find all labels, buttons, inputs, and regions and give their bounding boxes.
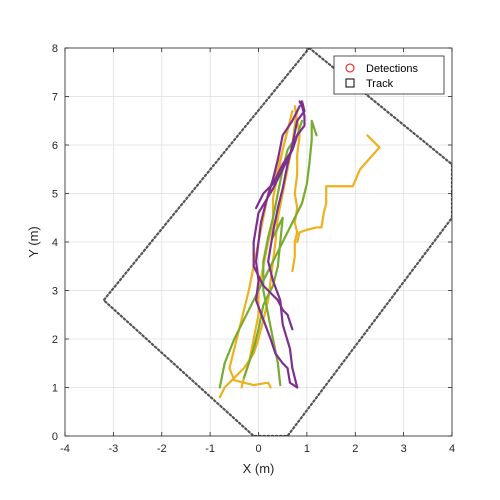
y-tick-label: 5 [52,189,58,201]
y-tick-label: 8 [52,43,58,55]
series-layer [218,100,381,399]
x-tick-label: 0 [255,443,261,455]
track-line-6 [218,119,318,389]
x-tick-label: -1 [205,443,215,455]
ticks [64,47,453,437]
track-line-12 [254,100,306,210]
boundary-polygon [102,48,452,436]
legend-marker-track [345,78,355,88]
x-tick-label: 2 [352,443,358,455]
x-tick-label: 4 [449,443,455,455]
legend-label-track: Track [366,78,394,90]
y-tick-label: 7 [52,92,58,104]
y-tick-label: 1 [52,383,58,395]
track-line-9 [267,100,306,389]
track-line-7 [262,119,304,387]
x-tick-label: -2 [157,443,167,455]
y-tick-label: 6 [52,140,58,152]
track-line-3 [296,134,381,244]
x-tick-label: -4 [60,443,70,455]
track-line-8 [242,216,284,379]
y-tick-label: 0 [52,431,58,443]
x-tick-label: -3 [108,443,118,455]
legend-label-detections: Detections [366,63,418,75]
y-tick-label: 4 [52,237,58,249]
track-line-11 [252,134,299,331]
y-axis-label: Y (m) [26,226,41,258]
legend-marker-detections [345,63,355,73]
x-axis-label: X (m) [243,461,275,476]
tick-labels: -4 -3 -2 -1 0 1 2 3 4 0 1 2 3 4 5 6 7 8 [52,43,455,455]
y-tick-label: 2 [52,334,58,346]
x-tick-label: 3 [401,443,407,455]
x-tick-label: 1 [304,443,310,455]
legend: Detections Track [333,55,445,95]
plot-content [102,48,452,436]
y-tick-label: 3 [52,286,58,298]
legend-box [333,55,445,95]
